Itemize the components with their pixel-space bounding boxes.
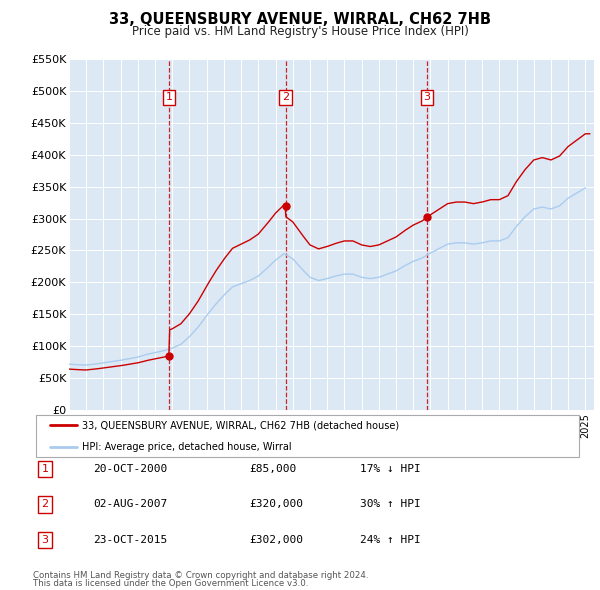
Text: 2: 2 (282, 92, 289, 102)
Text: Price paid vs. HM Land Registry's House Price Index (HPI): Price paid vs. HM Land Registry's House … (131, 25, 469, 38)
Text: 24% ↑ HPI: 24% ↑ HPI (360, 535, 421, 545)
Text: This data is licensed under the Open Government Licence v3.0.: This data is licensed under the Open Gov… (33, 579, 308, 588)
Text: 02-AUG-2007: 02-AUG-2007 (93, 500, 167, 509)
Text: 1: 1 (41, 464, 49, 474)
Text: 3: 3 (424, 92, 431, 102)
Text: £320,000: £320,000 (249, 500, 303, 509)
Text: 33, QUEENSBURY AVENUE, WIRRAL, CH62 7HB (detached house): 33, QUEENSBURY AVENUE, WIRRAL, CH62 7HB … (82, 421, 399, 430)
Text: 2: 2 (41, 500, 49, 509)
Text: 3: 3 (41, 535, 49, 545)
Text: 33, QUEENSBURY AVENUE, WIRRAL, CH62 7HB: 33, QUEENSBURY AVENUE, WIRRAL, CH62 7HB (109, 12, 491, 27)
Text: £85,000: £85,000 (249, 464, 296, 474)
FancyBboxPatch shape (36, 415, 579, 457)
Text: 20-OCT-2000: 20-OCT-2000 (93, 464, 167, 474)
Text: HPI: Average price, detached house, Wirral: HPI: Average price, detached house, Wirr… (82, 442, 292, 451)
Text: 17% ↓ HPI: 17% ↓ HPI (360, 464, 421, 474)
Text: Contains HM Land Registry data © Crown copyright and database right 2024.: Contains HM Land Registry data © Crown c… (33, 571, 368, 579)
Text: 1: 1 (166, 92, 172, 102)
Text: £302,000: £302,000 (249, 535, 303, 545)
Text: 23-OCT-2015: 23-OCT-2015 (93, 535, 167, 545)
Text: 30% ↑ HPI: 30% ↑ HPI (360, 500, 421, 509)
